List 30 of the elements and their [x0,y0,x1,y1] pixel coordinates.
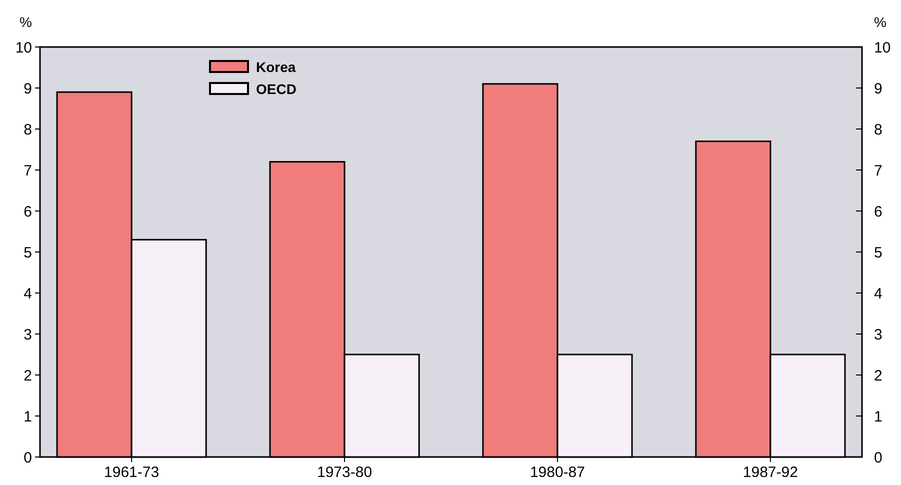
y2-tick-label: 0 [874,449,882,466]
x-tick-label: 1980-87 [530,464,586,481]
y-tick-label: 9 [24,80,32,98]
y2-tick-label: 7 [874,162,882,180]
y2-tick-label: 2 [874,367,882,384]
legend-label: Korea [256,58,296,75]
y-tick-label: 5 [24,244,32,262]
y-tick-label: 2 [24,367,32,384]
y2-tick-label: 3 [874,326,882,344]
legend-label: OECD [256,80,296,97]
x-tick-label: 1987-92 [742,464,798,481]
y-tick-label: 10 [15,39,32,56]
y2-axis-title: % [874,14,886,30]
y-tick-label: 6 [24,203,32,220]
y-tick-label: 7 [24,162,32,180]
y2-tick-label: 1 [874,408,882,426]
y2-tick-label: 10 [874,39,891,56]
y2-tick-label: 8 [874,121,882,138]
y-tick-label: 3 [24,326,32,344]
y-tick-label: 0 [24,449,32,466]
x-tick-label: 1973-80 [316,464,372,481]
y2-tick-label: 5 [874,244,882,262]
y-tick-label: 8 [24,121,32,138]
y-axis-title: % [20,14,32,30]
x-tick-label: 1961-73 [104,464,160,481]
y2-tick-label: 6 [874,203,882,220]
y2-tick-label: 9 [874,80,882,98]
y2-tick-label: 4 [874,285,882,302]
y-tick-label: 1 [24,408,32,426]
y-tick-label: 4 [24,285,32,302]
